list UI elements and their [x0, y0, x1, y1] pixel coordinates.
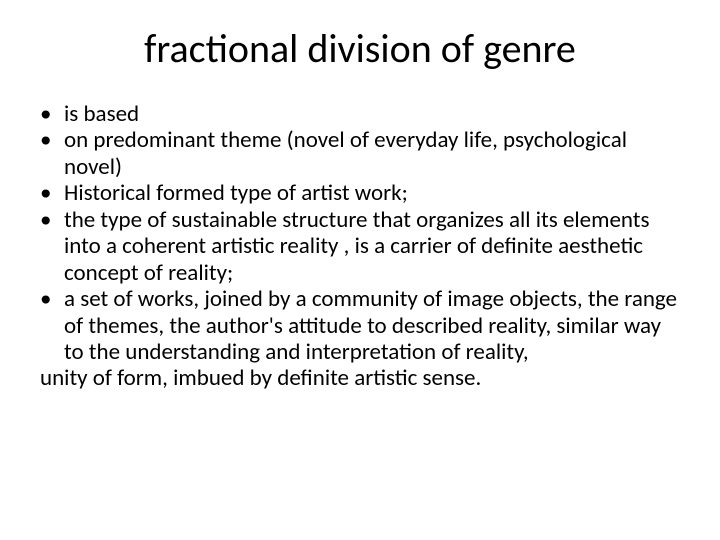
bullet-item: • is based	[36, 101, 684, 127]
bullet-marker-icon: •	[36, 127, 64, 153]
slide-title: fractional division of genre	[36, 24, 684, 73]
slide-container: fractional division of genre • is based …	[0, 0, 720, 540]
bullet-text: on predominant theme (novel of everyday …	[64, 127, 684, 180]
bullet-item: • Historical formed type of artist work;	[36, 180, 684, 206]
trailing-line: unity of form, imbued by definite artist…	[36, 365, 684, 391]
bullet-text: Historical formed type of artist work;	[64, 180, 684, 206]
bullet-marker-icon: •	[36, 207, 64, 233]
bullet-text: the type of sustainable structure that o…	[64, 207, 684, 286]
slide-body: • is based • on predominant theme (novel…	[36, 101, 684, 392]
bullet-marker-icon: •	[36, 101, 64, 127]
bullet-marker-icon: •	[36, 286, 64, 312]
bullet-item: • a set of works, joined by a community …	[36, 286, 684, 365]
bullet-marker-icon: •	[36, 180, 64, 206]
bullet-item: • the type of sustainable structure that…	[36, 207, 684, 286]
bullet-text: is based	[64, 101, 684, 127]
bullet-item: • on predominant theme (novel of everyda…	[36, 127, 684, 180]
bullet-text: a set of works, joined by a community of…	[64, 286, 684, 365]
